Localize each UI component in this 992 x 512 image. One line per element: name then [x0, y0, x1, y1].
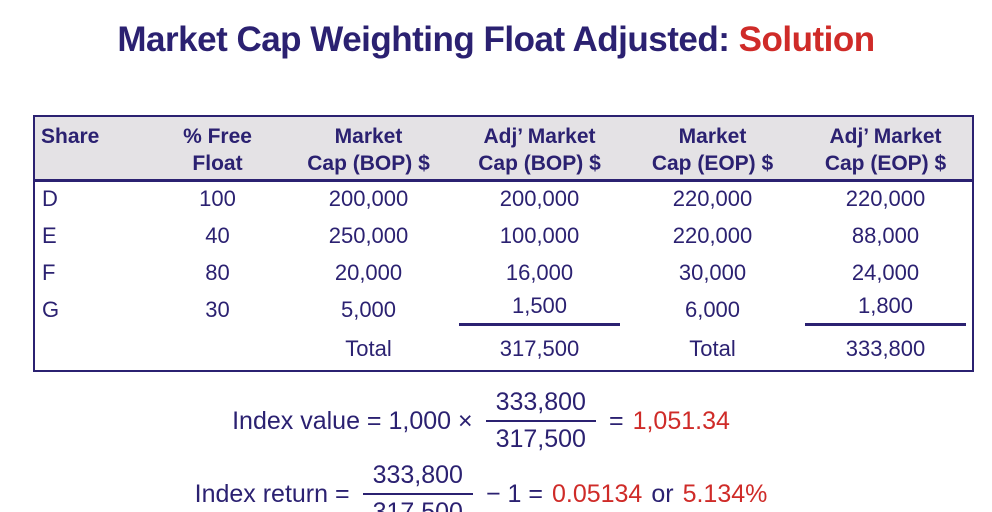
cell-free-float: 40: [205, 222, 230, 248]
header-line: Share: [41, 125, 100, 148]
cell-share: F: [42, 259, 56, 285]
cell-adj-mcap-eop: 1,800: [799, 291, 973, 328]
cell-adj-mcap-bop: 16,000: [505, 259, 574, 285]
cell-mcap-bop: 200,000: [328, 186, 409, 212]
index-return-result-decimal: 0.05134: [551, 479, 643, 508]
page-title: Market Cap Weighting Float Adjusted: Sol…: [0, 20, 992, 60]
total-adj-mcap-bop: 317,500: [499, 336, 580, 361]
conjunction-or: or: [651, 479, 674, 508]
cell-mcap-eop: 220,000: [672, 186, 753, 212]
cell-adj-mcap-bop: 1,500: [453, 291, 626, 328]
header-line: Float: [192, 152, 243, 175]
fraction-numerator: 333,800: [485, 388, 596, 422]
sum-underline: 1,500: [459, 293, 620, 326]
cell-mcap-bop: 5,000: [340, 296, 397, 322]
index-value-lhs: Index value = 1,000 ×: [232, 406, 473, 435]
table-row-e: E 40 250,000 100,000 220,000 88,000: [34, 217, 973, 254]
index-return-lhs: Index return =: [194, 479, 350, 508]
cell-free-float: 30: [205, 296, 230, 322]
col-header-share: Share: [34, 116, 151, 182]
cell-free-float: 100: [199, 186, 236, 212]
cell-adj-mcap-eop: 24,000: [851, 259, 920, 285]
table-header: Share % Free Float Market Cap (BOP) $ Adj’…: [34, 116, 973, 182]
minus-one-equals: − 1 =: [485, 479, 543, 508]
slide: Market Cap Weighting Float Adjusted: Sol…: [0, 20, 992, 512]
page-title-main: Market Cap Weighting Float Adjusted:: [117, 20, 739, 59]
col-header-mcap-bop: Market Cap (BOP) $: [284, 116, 453, 182]
header-line: Cap (BOP) $: [478, 152, 601, 175]
cell-share: E: [42, 222, 57, 248]
header-line: Adj’ Market: [829, 125, 942, 148]
header-line: Cap (EOP) $: [824, 152, 947, 175]
fraction: 333,800 317,500: [485, 388, 596, 454]
cell-mcap-eop: 6,000: [684, 296, 741, 322]
cell-free-float: 80: [205, 259, 230, 285]
cell-adj-mcap-eop: 88,000: [851, 222, 920, 248]
index-value-formula: Index value = 1,000 × 333,800 317,500 = …: [0, 384, 992, 458]
cell-mcap-bop: 250,000: [328, 222, 409, 248]
cell-adj-mcap-eop: 220,000: [845, 186, 926, 212]
fraction-numerator: 333,800: [362, 461, 473, 495]
fraction-denominator: 317,500: [495, 425, 586, 453]
table-row-d: D 100 200,000 200,000 220,000 220,000: [34, 180, 973, 217]
col-header-free-float: % Free Float: [151, 116, 284, 182]
cell-share: [34, 328, 151, 371]
header-line: % Free: [183, 125, 252, 148]
index-return-result-percent: 5.134%: [682, 479, 768, 508]
cell-adj-mcap-bop: 200,000: [499, 186, 580, 212]
col-header-adj-mcap-bop: Adj’ Market Cap (BOP) $: [453, 116, 626, 182]
cell-share: G: [42, 296, 60, 322]
header-row: Share % Free Float Market Cap (BOP) $ Adj’…: [34, 116, 973, 182]
index-value-result: 1,051.34: [632, 406, 730, 435]
fraction: 333,800 317,500: [362, 461, 473, 512]
cell-free-float: [151, 328, 284, 371]
col-header-mcap-eop: Market Cap (EOP) $: [626, 116, 799, 182]
header-line: Market: [678, 125, 747, 148]
fraction-denominator: 317,500: [372, 498, 463, 512]
equals-sign: =: [608, 406, 624, 435]
total-adj-mcap-eop: 333,800: [845, 336, 926, 361]
cell-mcap-eop: 30,000: [678, 259, 747, 285]
cell-share: D: [42, 186, 58, 212]
header-line: Adj’ Market: [483, 125, 596, 148]
total-label-eop: Total: [689, 336, 736, 361]
table-row-f: F 80 20,000 16,000 30,000 24,000: [34, 254, 973, 291]
total-row: Total 317,500 Total 333,800: [34, 328, 973, 371]
page-title-highlight: Solution: [738, 20, 875, 59]
market-cap-table: Share % Free Float Market Cap (BOP) $ Adj’…: [33, 115, 974, 372]
cell-mcap-bop: 20,000: [334, 259, 403, 285]
col-header-adj-mcap-eop: Adj’ Market Cap (EOP) $: [799, 116, 973, 182]
header-line: Market: [334, 125, 403, 148]
index-return-formula: Index return = 333,800 317,500 − 1 = 0.0…: [0, 458, 992, 512]
table-row-g: G 30 5,000 1,500 6,000 1,800: [34, 291, 973, 328]
total-label-bop: Total: [345, 336, 392, 361]
cell-mcap-eop: 220,000: [672, 222, 753, 248]
sum-underline: 1,800: [805, 293, 966, 326]
header-line: Cap (EOP) $: [651, 152, 774, 175]
table-body: D 100 200,000 200,000 220,000 220,000 E …: [34, 180, 973, 371]
cell-adj-mcap-bop: 100,000: [499, 222, 580, 248]
header-line: Cap (BOP) $: [307, 152, 430, 175]
